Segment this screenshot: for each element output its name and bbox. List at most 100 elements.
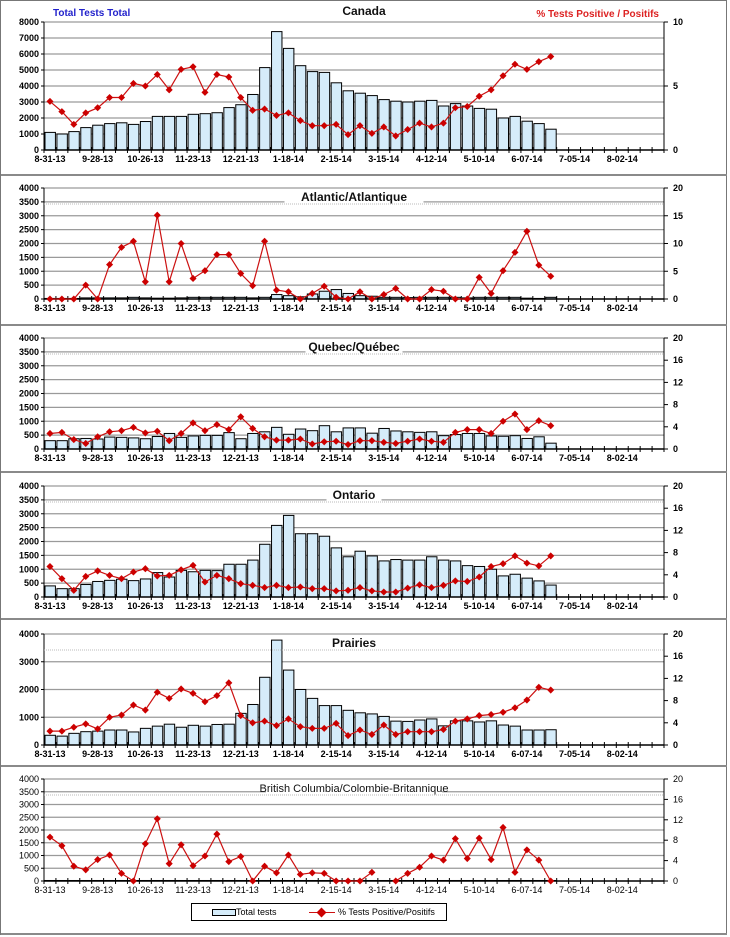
x-tick-label: 8-02-14: [607, 303, 638, 313]
bar: [211, 434, 223, 450]
title-backdrop: [305, 340, 403, 353]
percent-marker: [189, 63, 197, 71]
bar: [497, 575, 510, 598]
percent-marker: [117, 575, 126, 583]
x-tick-label: 12-21-13: [223, 453, 259, 463]
percent-marker: [272, 869, 281, 877]
percent-marker: [261, 237, 269, 245]
bar: [127, 437, 140, 450]
x-tick-label: 7-05-14: [559, 303, 590, 313]
percent-marker: [356, 584, 364, 592]
bar: [247, 93, 259, 151]
percent-marker: [58, 842, 66, 850]
bar: [426, 556, 438, 598]
bar: [80, 127, 92, 151]
y-right-tick-label: 20: [673, 481, 683, 491]
percent-marker: [463, 855, 471, 863]
bar: [163, 723, 176, 746]
bar: [44, 585, 56, 598]
percent-marker: [511, 704, 519, 712]
percent-marker: [117, 243, 126, 251]
bar: [306, 697, 319, 746]
percent-marker: [535, 261, 543, 269]
percent-marker: [380, 291, 388, 299]
x-tick-label: 7-05-14: [559, 885, 590, 895]
percent-marker: [499, 560, 507, 568]
percent-marker: [141, 706, 149, 714]
y-right-tick-label: 0: [673, 592, 678, 602]
x-tick-label: 7-05-14: [559, 749, 590, 759]
x-tick-label: 2-15-14: [321, 749, 352, 759]
bar: [116, 122, 128, 151]
bar: [282, 47, 295, 151]
percent-marker: [332, 120, 340, 128]
percent-marker: [82, 572, 90, 581]
percent-marker: [189, 862, 197, 870]
percent-marker: [475, 273, 483, 281]
chart-panel-4: 0 1000 2000 3000 4000 0 4 8 12 16 20 8-31-13 9-28-13…: [1, 620, 727, 767]
bar: [56, 588, 68, 598]
x-tick-label: 6-07-14: [511, 749, 542, 759]
bar: [533, 729, 545, 746]
bar: [318, 71, 331, 151]
percent-marker: [416, 728, 424, 736]
bar: [497, 435, 510, 450]
bar: [485, 720, 498, 746]
percent-marker: [523, 846, 531, 854]
bar: [223, 723, 235, 746]
legend: Total tests % Tests Positive/Positifs: [191, 903, 447, 921]
percent-marker: [463, 426, 471, 434]
percent-marker: [189, 274, 197, 283]
x-tick-label: 10-26-13: [127, 749, 163, 759]
percent-marker: [511, 552, 519, 560]
x-tick-label: 1-18-14: [273, 601, 304, 611]
percent-marker: [547, 877, 555, 885]
bar: [509, 573, 521, 598]
percent-marker: [463, 102, 471, 111]
y-left-tick-label: 1000: [19, 712, 39, 722]
percent-marker: [249, 719, 257, 727]
bar: [247, 432, 259, 450]
x-tick-label: 8-31-13: [34, 601, 65, 611]
percent-marker: [523, 559, 531, 567]
bar: [533, 436, 545, 450]
percent-marker: [129, 423, 137, 431]
percent-marker: [296, 435, 304, 443]
percent-marker: [94, 433, 102, 441]
bar: [92, 730, 104, 746]
percent-marker: [272, 722, 281, 730]
percent-marker: [368, 868, 376, 876]
title-backdrop: [323, 636, 385, 649]
bar: [80, 584, 92, 598]
y-left-tick-label: 2500: [19, 225, 39, 235]
y-left-tick-label: 1000: [19, 129, 39, 139]
percent-marker: [58, 575, 66, 583]
legend-line-label: % Tests Positive/Positifs: [338, 907, 435, 917]
bar: [104, 436, 116, 450]
percent-marker: [272, 581, 281, 589]
x-tick-label: 3-15-14: [368, 749, 399, 759]
bar: [473, 107, 486, 151]
percent-marker: [380, 123, 388, 131]
y-right-tick-label: 0: [673, 876, 678, 886]
y-right-tick-label: 5: [673, 81, 678, 91]
percent-marker: [523, 65, 531, 73]
percent-marker: [82, 281, 90, 289]
bar: [318, 290, 331, 300]
chart-panel-2: 0 500 1000 1500 2000 2500 3000 3500 4000 0 4 8 12 16 2…: [1, 326, 727, 473]
chart-group: 0 500 1000 1500 2000 2500 3000 3500 4000 0 4 8 12 16 2…: [19, 333, 683, 463]
bar: [294, 65, 307, 151]
legend-bars-label: Total tests: [236, 907, 277, 917]
right-axis-title: % Tests Positive / Positifs: [536, 9, 659, 20]
y-right-tick-label: 8: [673, 548, 678, 558]
bar: [402, 559, 414, 598]
y-left-tick-label: 2000: [19, 537, 39, 547]
y-left-tick-label: 0: [34, 444, 39, 454]
y-right-tick-label: 8: [673, 696, 678, 706]
chart-panel-5: 0 500 1000 1500 2000 2500 3000 3500 4000 0 4 8 12 16 2…: [1, 767, 727, 935]
bar: [437, 105, 450, 151]
y-right-tick-label: 20: [673, 333, 683, 343]
bar: [139, 121, 152, 151]
y-left-tick-label: 1500: [19, 252, 39, 262]
percent-marker: [416, 295, 424, 303]
